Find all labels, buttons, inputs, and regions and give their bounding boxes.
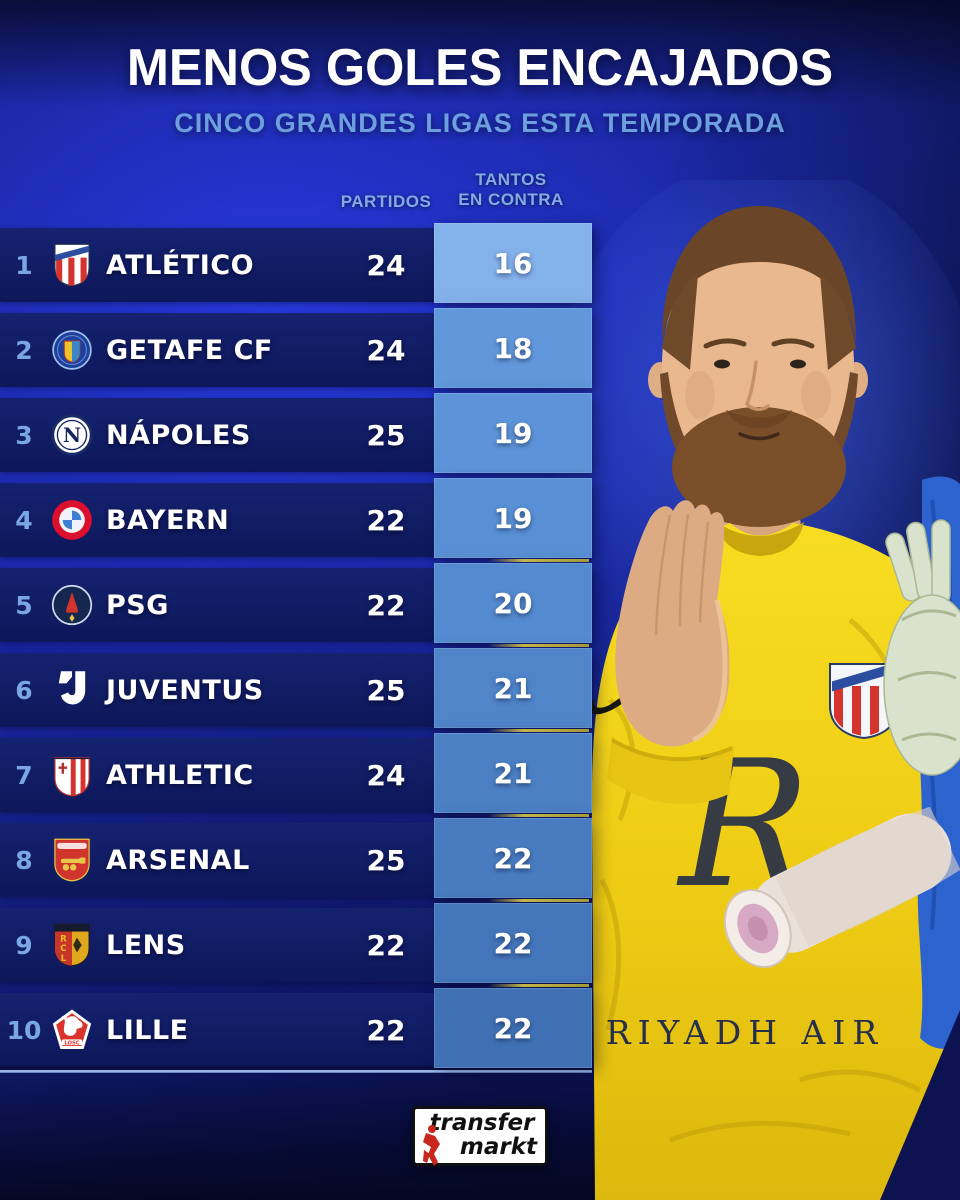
rank: 7	[15, 760, 33, 790]
athletic-club-badge-icon	[48, 751, 96, 799]
tantos-cell: 21	[434, 733, 592, 817]
transfermarkt-player-icon	[423, 1125, 440, 1166]
tantos-cell: 21	[434, 648, 592, 732]
partidos-value: 22	[366, 928, 406, 962]
rank: 3	[15, 420, 33, 450]
rolled-towel	[723, 806, 960, 968]
team-name: ATHLETIC	[106, 759, 254, 791]
table-bottom-rule	[0, 1066, 592, 1073]
tantos-en-contra-column: 16 18 19 19 20 21 21 22 22 22	[434, 223, 592, 1073]
partidos-value: 24	[366, 333, 406, 367]
background-corner	[880, 1010, 960, 1200]
rank: 4	[15, 505, 33, 535]
column-header-tantos: TANTOS EN CONTRA	[430, 170, 592, 210]
rank: 6	[15, 675, 33, 705]
rank: 9	[15, 930, 33, 960]
tantos-cell: 19	[434, 478, 592, 562]
psg-badge-icon	[48, 581, 96, 629]
transfermarkt-logo-line2: markt	[459, 1134, 537, 1160]
partidos-value: 25	[366, 418, 406, 452]
team-name: PSG	[106, 589, 169, 621]
transfermarkt-logo-line1: transfer	[429, 1110, 535, 1136]
tantos-cell: 18	[434, 308, 592, 388]
rank: 10	[6, 1015, 42, 1045]
page-title: MENOS GOLES ENCAJADOS	[126, 39, 834, 97]
partidos-value: 22	[366, 588, 406, 622]
tantos-cell: 19	[434, 393, 592, 473]
tantos-cell: 20	[434, 563, 592, 647]
lens-badge-icon: R C L	[48, 921, 96, 969]
partidos-value: 25	[366, 673, 406, 707]
bayern-munich-badge-icon	[48, 496, 96, 544]
rank: 2	[15, 335, 33, 365]
team-name: LILLE	[106, 1014, 189, 1046]
partidos-value: 22	[366, 1013, 406, 1047]
tantos-cell: 22	[434, 903, 592, 987]
partidos-value: 24	[366, 758, 406, 792]
team-name: GETAFE CF	[106, 334, 273, 366]
svg-text:LOSC: LOSC	[64, 1041, 79, 1047]
page-subtitle: CINCO GRANDES LIGAS ESTA TEMPORADA	[174, 108, 786, 138]
svg-text:C: C	[60, 944, 66, 954]
team-name: ARSENAL	[106, 844, 250, 876]
column-header-tantos-line1: TANTOS	[475, 170, 547, 189]
team-name: ATLÉTICO	[106, 249, 255, 281]
getafe-badge-icon	[48, 326, 96, 374]
tantos-cell: 16	[434, 223, 592, 303]
team-name: LENS	[106, 929, 186, 961]
atletico-madrid-badge-icon	[48, 241, 96, 289]
rank: 5	[15, 590, 33, 620]
juventus-badge-icon	[48, 666, 96, 714]
column-header-partidos: PARTIDOS	[340, 192, 432, 211]
player-head	[648, 206, 868, 546]
svg-text:R: R	[60, 934, 67, 944]
team-name: NÁPOLES	[106, 419, 251, 451]
lille-badge-icon: LOSC	[48, 1006, 96, 1054]
team-name: BAYERN	[106, 504, 230, 536]
napoli-badge-icon: N	[48, 411, 96, 459]
partidos-value: 24	[366, 248, 406, 282]
tantos-cell: 22	[434, 988, 592, 1068]
partidos-value: 22	[366, 503, 406, 537]
column-header-tantos-line2: EN CONTRA	[458, 190, 564, 209]
tantos-cell: 22	[434, 818, 592, 902]
arsenal-badge-icon	[48, 836, 96, 884]
goalkeeper-gloves	[723, 476, 960, 1049]
player-photo: R RIYADH AIR	[550, 180, 960, 1200]
svg-text:N: N	[63, 423, 81, 447]
player-hand	[607, 500, 734, 805]
svg-text:L: L	[61, 954, 67, 964]
jersey-sponsor-text: RIYADH AIR	[606, 1013, 884, 1052]
rank: 1	[15, 250, 33, 280]
team-name: JUVENTUS	[106, 674, 264, 706]
rank: 8	[15, 845, 33, 875]
partidos-value: 25	[366, 843, 406, 877]
transfermarkt-logo: transfer markt	[412, 1106, 548, 1166]
